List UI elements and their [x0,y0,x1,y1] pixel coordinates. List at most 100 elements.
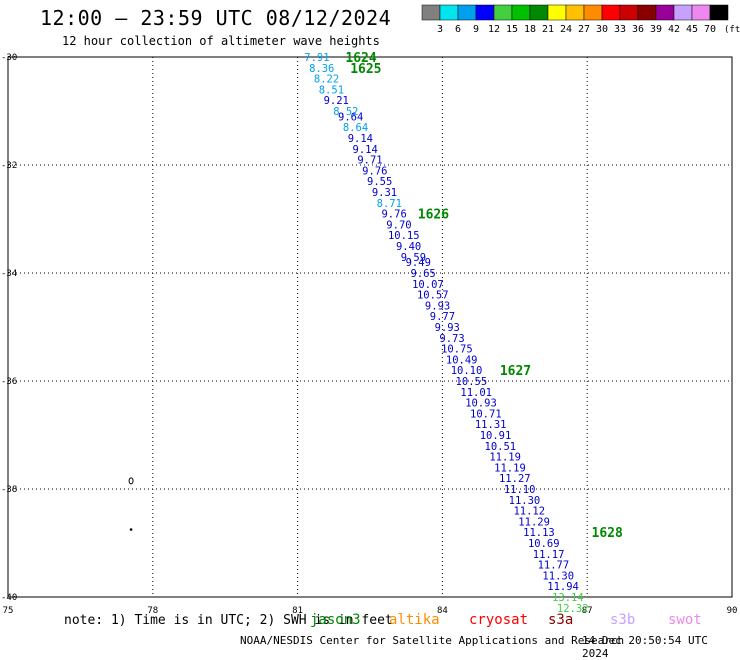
wave-height-value: 8.51 [319,84,344,96]
mission-label: altika [389,612,440,628]
island-outline [128,477,134,485]
wave-height-value: 9.77 [430,311,455,323]
wave-height-value: 9.93 [435,322,460,334]
wave-height-value: 9.49 [406,257,431,269]
wave-height-value: 9.55 [367,176,392,188]
pass-time-label: 1628 [592,526,623,541]
color-scale-label: 24 [560,24,572,35]
page-subtitle: 12 hour collection of altimeter wave hei… [62,34,380,48]
wave-height-value: 11.77 [538,560,570,572]
color-scale-label: 3 [437,24,443,35]
wave-height-value: 10.75 [441,344,473,356]
credit-text: NOAA/NESDIS Center for Satellite Applica… [240,634,625,647]
wave-height-value: 11.29 [518,516,550,528]
wave-height-value: 10.51 [485,441,517,453]
color-scale-label: 39 [650,24,662,35]
pass-time-label: 1626 [418,208,449,223]
color-scale-label: 42 [668,24,680,35]
y-tick-label: -32 [1,161,17,171]
page-title: 12:00 – 23:59 UTC 08/12/2024 [40,6,392,30]
footer-note: note: 1) Time is in UTC; 2) SWH is in fe… [64,613,393,628]
wave-height-value: 11.10 [504,484,536,496]
wave-height-value: 8.71 [377,198,402,210]
y-tick-label: -38 [1,485,17,495]
color-scale-label: 9 [473,24,479,35]
wave-height-value: 9.71 [357,155,382,167]
x-tick-label: 84 [437,606,448,616]
color-scale-unit: (ft) [724,25,740,35]
wave-height-value: 11.27 [499,473,531,485]
color-scale-label: 12 [488,24,500,35]
color-scale-label: 70 [704,24,716,35]
wave-height-value: 10.91 [480,430,512,442]
wave-height-value: 11.31 [475,419,507,431]
wave-height-value: 9.93 [425,300,450,312]
wave-height-value: 9.65 [410,268,435,280]
wave-height-value: 9.31 [372,187,397,199]
color-scale-label: 21 [542,24,554,35]
pass-time-label: 1625 [350,62,381,77]
wave-height-value: 8.64 [343,122,368,134]
wave-height-value: 11.30 [542,570,574,582]
wave-height-value: 10.71 [470,408,502,420]
wave-height-value: 10.93 [465,398,497,410]
mission-label: jason3 [310,612,361,628]
y-tick-label: -36 [1,377,17,387]
wave-height-value: 11.13 [523,527,555,539]
wave-height-value: 7.91 [304,52,329,64]
wave-height-value: 10.15 [388,230,420,242]
color-scale-label: 30 [596,24,608,35]
wave-height-value: 9.73 [439,333,464,345]
wave-height-value: 13.14 [552,592,584,604]
wave-height-value: 10.55 [456,376,488,388]
wave-height-value: 9.21 [324,95,349,107]
x-tick-label: 78 [147,606,158,616]
color-scale-label: 15 [506,24,518,35]
wave-height-value: 10.57 [417,290,449,302]
color-scale-label: 45 [686,24,698,35]
map-frame [7,56,733,598]
color-scale-label: 18 [524,24,536,35]
y-tick-label: -34 [1,269,17,279]
wave-height-value: 11.12 [513,506,545,518]
wave-height-value: 8.52 [333,106,358,118]
island-outline [129,528,133,531]
wave-height-value: 10.69 [528,538,560,550]
wave-height-value: 11.19 [489,452,521,464]
wave-height-value: 9.76 [362,165,387,177]
mission-label: s3b [610,612,636,628]
wave-height-value: 8.36 [309,63,334,75]
mission-label: swot [668,612,702,628]
x-tick-label: 81 [292,606,303,616]
y-tick-label: -30 [1,53,17,63]
wave-height-value: 10.10 [451,365,483,377]
wave-height-value: 9.59 [401,252,426,264]
x-tick-label: 87 [582,606,593,616]
generated-timestamp: 14 Dec 20:50:54 UTC 2024 [582,634,708,660]
color-swatch [709,4,729,21]
color-scale-label: 6 [455,24,461,35]
x-tick-label: 75 [3,606,14,616]
color-scale-label: 33 [614,24,626,35]
wave-height-value: 10.49 [446,354,478,366]
wave-height-value: 11.30 [509,495,541,507]
x-tick-label: 90 [727,606,738,616]
wave-height-value: 11.94 [547,581,579,593]
wave-height-value: 9.14 [348,133,373,145]
wave-height-value: 9.14 [353,144,378,156]
wave-height-value: 11.19 [494,462,526,474]
color-scale-label: 36 [632,24,644,35]
wave-height-value: 8.22 [314,74,339,86]
mission-label: cryosat [469,612,529,628]
wave-height-value: 11.01 [460,387,492,399]
color-scale-label: 27 [578,24,590,35]
wave-height-value: 9.40 [396,241,421,253]
wave-height-value: 9.70 [386,219,411,231]
wave-height-value: 10.07 [412,279,444,291]
wave-height-value: 11.17 [533,549,565,561]
pass-time-label: 1627 [500,364,531,379]
y-tick-label: -40 [1,593,17,603]
wave-height-value: 9.76 [381,209,406,221]
